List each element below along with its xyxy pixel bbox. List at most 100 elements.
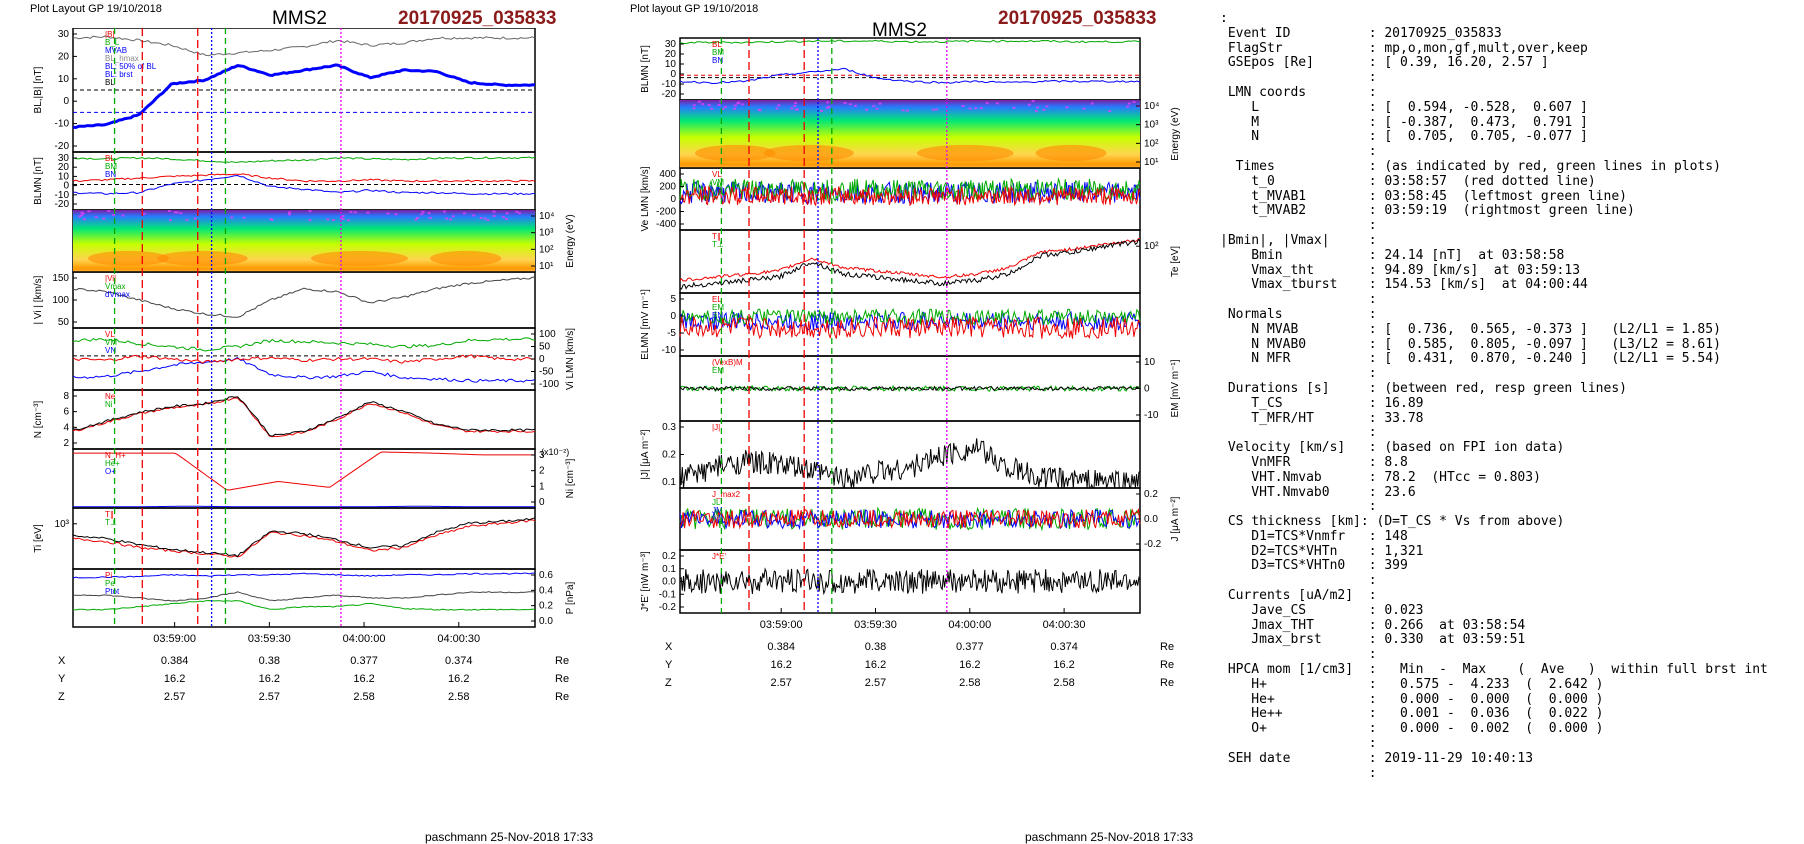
right-coord-value: 0.374 [1050,641,1078,653]
left-spectro-noise [479,216,483,219]
right-ytick-label-right: 10 [1144,357,1156,368]
series-line [679,385,1141,392]
left-spectro-noise [82,218,86,221]
right-spectro-noise [974,107,978,110]
event-info-line: FlagStr : mp,o,mon,gf,mult,over,keep [1220,40,1588,56]
right-spectro-noise [758,109,762,112]
series-line [72,572,535,579]
left-ylabel: BL,|B| [nT] [33,66,44,113]
right-legend-entry: JL [712,498,721,507]
right-ytick-label-right: -10 [1144,410,1159,421]
series-line [72,396,536,437]
event-info-line: : [1220,425,1377,441]
left-legend-entry: BL [105,78,115,87]
left-spectro-noise [501,216,505,219]
series-line [72,519,536,558]
left-coord-value: 0.38 [259,655,280,667]
right-xtick-label: 04:00:00 [948,619,991,631]
left-ytick-label: 20 [58,51,70,62]
left-spectro-noise [414,218,418,221]
left-spectro-noise [449,218,453,221]
left-spectro-noise [242,216,246,219]
left-xtick-label: 04:00:30 [437,633,480,645]
left-spectro-noise [168,219,172,222]
left-coord-unit: Re [555,673,569,685]
event-info-line: VnMFR : 8.8 [1220,454,1408,470]
right-spectro-noise [935,108,939,111]
left-spectro-noise [492,214,496,217]
event-info-line: O+ : 0.000 - 0.002 ( 0.000 ) [1220,721,1604,737]
right-plot-spacecraft: MMS2 [872,20,927,41]
left-legend-entry: BL: 50% of BL [105,62,157,71]
left-legend-entry: N_H+ [105,451,126,460]
left-ylabel: N [cm⁻³] [33,401,44,439]
right-spectro-noise [865,108,869,111]
event-info-line: N MFR : [ 0.431, 0.870, -0.240 ] (L2/L1 … [1220,351,1721,367]
left-spectro-blob [310,250,408,266]
left-ytick-label-right: 10¹ [539,261,554,272]
left-xtick-label: 04:00:00 [343,633,386,645]
right-spectro-noise [961,105,965,108]
right-spectro-noise [733,104,737,107]
left-legend-entry: O+ [105,467,116,476]
right-coord-value: 16.2 [770,659,791,671]
left-legend-entry: BM [105,162,117,171]
right-legend-entry: JN [712,514,722,523]
event-info-line: : [1220,218,1377,234]
left-legend-entry: Vmax [105,282,125,291]
event-info-line: N : [ 0.705, 0.705, -0.077 ] [1220,129,1588,145]
event-info-line: : [1220,573,1377,589]
left-spectro-noise [185,218,189,221]
right-spectro-noise [848,103,852,106]
right-legend-entry: BM [712,48,724,57]
right-ytick-label: 0.3 [662,422,676,433]
event-info-text: : Event ID : 20170925_035833 FlagStr : m… [1220,11,1768,781]
right-spectro-noise [931,108,935,111]
left-legend-entry: BL [105,154,115,163]
left-ytick-label-right: 0.2 [539,601,553,612]
event-info-line: : [1220,70,1377,86]
left-panel-frame [72,568,536,628]
left-spectro-noise [287,213,291,216]
left-legend-entry: Ptot [105,587,120,596]
right-spectro-noise [793,105,797,108]
right-spectro-noise [1065,106,1069,109]
left-plot-footer: paschmann 25-Nov-2018 17:33 [425,830,594,844]
right-coord-unit: Re [1160,659,1174,671]
series-line [72,354,536,364]
right-xtick-label: 03:59:30 [854,619,897,631]
left-ytick-label: 4 [63,422,69,433]
left-legend-entry: Ne [105,392,116,401]
right-spectro-noise [843,102,847,105]
right-coord-value: 16.2 [865,659,886,671]
left-xtick-label: 03:59:00 [153,633,196,645]
right-ytick-label: -0.2 [659,602,677,613]
event-info-line: t_MVAB2 : 03:59:19 (rightmost green line… [1220,203,1635,219]
right-panel-4: 10² Te [eV] T∥T⊥ [679,229,1181,294]
right-coord-value: 2.57 [865,677,886,689]
right-legend-entry: J*E' [712,552,726,561]
series-line [679,308,1141,326]
series-line [679,39,1141,45]
left-ytick-label: -10 [55,119,70,130]
left-ylabel-right: Energy (eV) [565,214,576,267]
right-spectro-noise [719,100,723,103]
right-ytick-label: -10 [662,79,677,90]
left-spectro-noise [308,210,312,213]
right-ytick-label-right: 0 [1144,384,1150,395]
right-spectro-noise [790,107,794,110]
left-ylabel-right: Ni [cm⁻³] [565,458,576,498]
left-spectro-noise [193,217,197,220]
event-info-line: H+ : 0.575 - 4.233 ( 2.642 ) [1220,676,1604,692]
right-coord-value: 2.58 [959,677,980,689]
event-info-line: M : [ -0.387, 0.473, 0.791 ] [1220,114,1588,130]
event-info-line: T_MFR/HT : 33.78 [1220,410,1424,426]
left-spectro-noise [107,210,111,213]
series-line [679,238,1141,290]
event-info-line: |Bmin|, |Vmax| : [1220,232,1377,248]
event-info-line: : [1220,647,1377,663]
left-spectro-noise [326,218,330,221]
event-info-line: Vmax_tht : 94.89 [km/s] at 03:59:13 [1220,262,1581,278]
